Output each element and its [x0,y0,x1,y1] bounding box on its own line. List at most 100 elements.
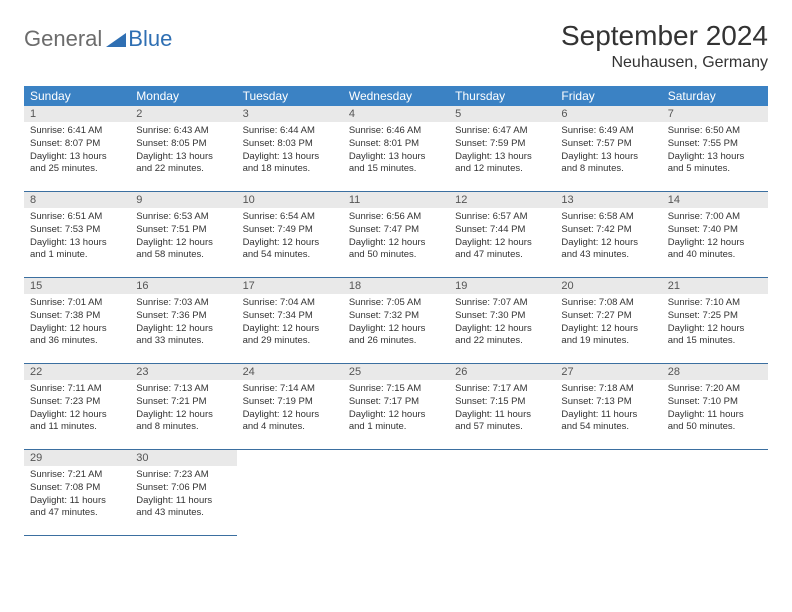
day-body: Sunrise: 7:11 AMSunset: 7:23 PMDaylight:… [24,380,130,438]
weekday-header: Tuesday [237,86,343,106]
day-body: Sunrise: 7:01 AMSunset: 7:38 PMDaylight:… [24,294,130,352]
day-body: Sunrise: 6:53 AMSunset: 7:51 PMDaylight:… [130,208,236,266]
sunrise-text: Sunrise: 7:00 AM [668,211,762,224]
sunset-text: Sunset: 8:01 PM [349,138,443,151]
sunset-text: Sunset: 7:25 PM [668,310,762,323]
page-header: General Blue September 2024 Neuhausen, G… [24,20,768,72]
sunrise-text: Sunrise: 6:53 AM [136,211,230,224]
sunset-text: Sunset: 7:19 PM [243,396,337,409]
daylight-text: Daylight: 12 hours and 36 minutes. [30,323,124,349]
day-number: 10 [237,192,343,208]
calendar-cell: 8Sunrise: 6:51 AMSunset: 7:53 PMDaylight… [24,192,130,278]
daylight-text: Daylight: 13 hours and 12 minutes. [455,151,549,177]
sunset-text: Sunset: 7:15 PM [455,396,549,409]
day-body: Sunrise: 7:04 AMSunset: 7:34 PMDaylight:… [237,294,343,352]
sunset-text: Sunset: 7:57 PM [561,138,655,151]
calendar-cell [449,450,555,536]
sunset-text: Sunset: 7:13 PM [561,396,655,409]
day-number: 17 [237,278,343,294]
sunset-text: Sunset: 7:53 PM [30,224,124,237]
day-number: 5 [449,106,555,122]
location-text: Neuhausen, Germany [561,54,768,72]
day-body: Sunrise: 6:43 AMSunset: 8:05 PMDaylight:… [130,122,236,180]
weekday-header-row: Sunday Monday Tuesday Wednesday Thursday… [24,86,768,106]
sunrise-text: Sunrise: 6:58 AM [561,211,655,224]
calendar-cell: 4Sunrise: 6:46 AMSunset: 8:01 PMDaylight… [343,106,449,192]
calendar-cell: 15Sunrise: 7:01 AMSunset: 7:38 PMDayligh… [24,278,130,364]
sunrise-text: Sunrise: 7:05 AM [349,297,443,310]
sunset-text: Sunset: 7:55 PM [668,138,762,151]
daylight-text: Daylight: 12 hours and 4 minutes. [243,409,337,435]
logo-triangle-icon [106,31,126,47]
day-number: 9 [130,192,236,208]
sunset-text: Sunset: 7:42 PM [561,224,655,237]
day-number: 15 [24,278,130,294]
sunset-text: Sunset: 7:47 PM [349,224,443,237]
day-number: 21 [662,278,768,294]
daylight-text: Daylight: 12 hours and 43 minutes. [561,237,655,263]
calendar-cell: 23Sunrise: 7:13 AMSunset: 7:21 PMDayligh… [130,364,236,450]
daylight-text: Daylight: 12 hours and 40 minutes. [668,237,762,263]
day-body: Sunrise: 7:00 AMSunset: 7:40 PMDaylight:… [662,208,768,266]
day-body: Sunrise: 7:03 AMSunset: 7:36 PMDaylight:… [130,294,236,352]
logo-text-blue: Blue [128,26,172,52]
calendar-cell: 30Sunrise: 7:23 AMSunset: 7:06 PMDayligh… [130,450,236,536]
daylight-text: Daylight: 12 hours and 11 minutes. [30,409,124,435]
day-body: Sunrise: 6:47 AMSunset: 7:59 PMDaylight:… [449,122,555,180]
sunset-text: Sunset: 8:05 PM [136,138,230,151]
calendar-cell [555,450,661,536]
sunrise-text: Sunrise: 7:07 AM [455,297,549,310]
day-number: 2 [130,106,236,122]
sunrise-text: Sunrise: 7:20 AM [668,383,762,396]
day-number: 12 [449,192,555,208]
day-number: 24 [237,364,343,380]
day-number: 1 [24,106,130,122]
sunrise-text: Sunrise: 6:43 AM [136,125,230,138]
calendar-cell: 14Sunrise: 7:00 AMSunset: 7:40 PMDayligh… [662,192,768,278]
sunrise-text: Sunrise: 7:14 AM [243,383,337,396]
day-body: Sunrise: 6:56 AMSunset: 7:47 PMDaylight:… [343,208,449,266]
sunrise-text: Sunrise: 6:54 AM [243,211,337,224]
day-body: Sunrise: 7:15 AMSunset: 7:17 PMDaylight:… [343,380,449,438]
calendar-cell: 21Sunrise: 7:10 AMSunset: 7:25 PMDayligh… [662,278,768,364]
calendar-cell: 24 Sunrise: 7:14 AMSunset: 7:19 PMDayligh… [237,364,343,450]
title-block: September 2024 Neuhausen, Germany [561,20,768,72]
day-number: 11 [343,192,449,208]
sunset-text: Sunset: 7:38 PM [30,310,124,323]
calendar-cell: 28Sunrise: 7:20 AMSunset: 7:10 PMDayligh… [662,364,768,450]
calendar-cell [343,450,449,536]
calendar-cell: 20Sunrise: 7:08 AMSunset: 7:27 PMDayligh… [555,278,661,364]
sunrise-text: Sunrise: 6:49 AM [561,125,655,138]
sunrise-text: Sunrise: 6:50 AM [668,125,762,138]
calendar-cell: 7Sunrise: 6:50 AMSunset: 7:55 PMDaylight… [662,106,768,192]
day-number: 28 [662,364,768,380]
calendar-cell: 5Sunrise: 6:47 AMSunset: 7:59 PMDaylight… [449,106,555,192]
calendar-cell: 18Sunrise: 7:05 AMSunset: 7:32 PMDayligh… [343,278,449,364]
weekday-header: Monday [130,86,236,106]
calendar-cell: 19Sunrise: 7:07 AMSunset: 7:30 PMDayligh… [449,278,555,364]
daylight-text: Daylight: 11 hours and 54 minutes. [561,409,655,435]
sunrise-text: Sunrise: 7:11 AM [30,383,124,396]
calendar-cell: 12Sunrise: 6:57 AMSunset: 7:44 PMDayligh… [449,192,555,278]
day-number: 25 [343,364,449,380]
day-body: Sunrise: 7:21 AMSunset: 7:08 PMDaylight:… [24,466,130,524]
sunset-text: Sunset: 7:32 PM [349,310,443,323]
calendar-cell: 16Sunrise: 7:03 AMSunset: 7:36 PMDayligh… [130,278,236,364]
day-body: Sunrise: 7:23 AMSunset: 7:06 PMDaylight:… [130,466,236,524]
sunrise-text: Sunrise: 6:51 AM [30,211,124,224]
day-body: Sunrise: 7:17 AMSunset: 7:15 PMDaylight:… [449,380,555,438]
sunrise-text: Sunrise: 7:04 AM [243,297,337,310]
sunset-text: Sunset: 7:30 PM [455,310,549,323]
day-number: 3 [237,106,343,122]
day-number: 27 [555,364,661,380]
sunset-text: Sunset: 7:34 PM [243,310,337,323]
sunrise-text: Sunrise: 7:13 AM [136,383,230,396]
daylight-text: Daylight: 12 hours and 19 minutes. [561,323,655,349]
day-number: 16 [130,278,236,294]
sunset-text: Sunset: 7:44 PM [455,224,549,237]
day-number: 6 [555,106,661,122]
calendar-cell: 1Sunrise: 6:41 AMSunset: 8:07 PMDaylight… [24,106,130,192]
sunset-text: Sunset: 7:36 PM [136,310,230,323]
daylight-text: Daylight: 12 hours and 8 minutes. [136,409,230,435]
daylight-text: Daylight: 13 hours and 25 minutes. [30,151,124,177]
